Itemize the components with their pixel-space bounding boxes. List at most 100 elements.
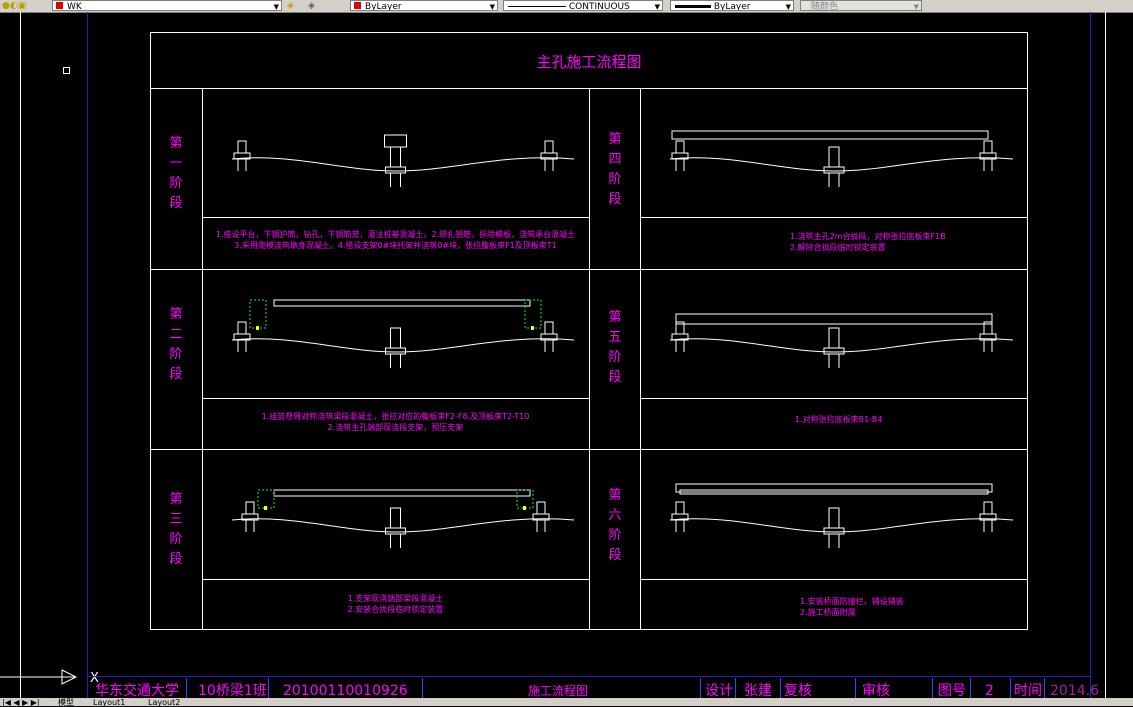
drawing-name: 施工流程图: [528, 684, 589, 698]
stage-label: 第一阶段: [169, 136, 183, 211]
abutment-cap: [671, 152, 689, 160]
note-divider: [640, 217, 1028, 218]
color-value: ByLayer: [365, 2, 402, 11]
bridge-deck: [675, 313, 993, 325]
pile-cap: [823, 347, 845, 355]
layer-previous-icon[interactable]: ◈: [308, 1, 315, 11]
stage-6-drawing: [669, 483, 1014, 548]
title-block-divider: [855, 678, 856, 700]
stage-notes: 1.搭设平台，下钢护筒，钻孔，下钢筋笼，灌注桩基混凝土。2.绑扎钢筋，拆除模板，…: [202, 229, 589, 251]
paper-border-left: [20, 12, 21, 698]
pier-column: [390, 507, 401, 529]
make-current-layer-icon[interactable]: ◈: [287, 1, 294, 11]
ground-line: [231, 518, 575, 533]
note-line: 2.解除合拢段临时锁定装置: [790, 243, 886, 252]
stage-notes: 1.浇筑主孔2m合拢段，对称张拉底板束F1B 2.解除合拢段临时锁定装置: [790, 231, 946, 253]
ucs-icon: X: [0, 669, 99, 686]
student-id: 20100110010926: [283, 683, 408, 699]
stage-5-drawing: [669, 313, 1014, 368]
chevron-down-icon: ▼: [273, 3, 279, 11]
abutment: [536, 501, 546, 515]
pile-cap: [385, 166, 406, 174]
abutment-cap: [671, 333, 689, 341]
tab-layout2[interactable]: Layout2: [148, 698, 181, 707]
chevron-down-icon: ▼: [654, 3, 660, 11]
class-name: 10桥梁1班: [198, 683, 267, 699]
linetype-dropdown[interactable]: CONTINUOUS ▼: [503, 0, 663, 11]
stage-4-drawing: [669, 130, 1014, 187]
title-block-divider: [932, 678, 933, 700]
abutment-cap: [979, 152, 997, 160]
layer-color-swatch: [56, 2, 63, 9]
layer-dropdown[interactable]: WK ▼: [52, 0, 282, 11]
abutment-cap: [241, 513, 259, 521]
pier-column: [390, 327, 401, 349]
bridge-deck: [273, 489, 531, 497]
bridge-deck: [671, 130, 989, 140]
abutment: [237, 140, 247, 154]
abutment: [245, 501, 255, 515]
stage-label: 第六阶段: [608, 488, 622, 563]
tab-model[interactable]: 模型: [58, 698, 74, 707]
note-line: 2.安装合拢段临时锁定装置: [347, 605, 444, 614]
abutment: [983, 501, 993, 515]
linetype-sample: [508, 6, 566, 7]
abutment: [237, 321, 247, 335]
chevron-down-icon: ▼: [913, 3, 919, 11]
color-dropdown[interactable]: ByLayer ▼: [350, 0, 498, 11]
plot-style-value: 随颜色: [811, 2, 839, 11]
figure-no-label: 图号: [938, 683, 966, 699]
bridge-deck: [273, 299, 531, 307]
column-divider: [202, 88, 203, 630]
bridge-deck-lower: [679, 489, 989, 495]
note-line: 1.对称张拉底板束B1-B4: [795, 415, 883, 424]
abutment-cap: [979, 333, 997, 341]
pile-cap: [385, 347, 406, 355]
stage-notes: 1.支架现浇端部梁段混凝土 2.安装合拢段临时锁定装置: [202, 593, 589, 615]
ground-line: [669, 157, 1014, 172]
temporary-lock: [531, 326, 534, 330]
note-line: 1.安装桥面防撞栏，铺设铺装: [800, 597, 904, 606]
stage-2-drawing: [231, 299, 575, 368]
pier-top-block: [384, 134, 407, 148]
note-line: 2.浇筑主孔端部现浇段支架，预压支架: [327, 423, 464, 432]
column-divider: [589, 88, 590, 630]
tab-nav-arrows[interactable]: |◀ ◀ ▶ ▶|: [2, 698, 40, 707]
layout-tabs-bar: |◀ ◀ ▶ ▶| 模型 Layout1 Layout2: [0, 698, 1133, 707]
stage-label: 第三阶段: [169, 492, 183, 567]
chevron-down-icon: ▼: [489, 3, 495, 11]
abutment: [983, 140, 993, 154]
pier-column: [828, 327, 840, 349]
plot-style-dropdown[interactable]: 随颜色 ▼: [800, 0, 922, 11]
chevron-down-icon: ▼: [785, 3, 791, 11]
color-swatch: [354, 2, 361, 9]
properties-toolbar: ●◐▣ WK ▼ ◈ ◈ ByLayer ▼ CONTINUOUS ▼ ByLa…: [0, 0, 1133, 13]
falsework-support: [249, 299, 267, 329]
pier-column: [828, 507, 840, 529]
school-name: 华东交通大学: [95, 683, 179, 699]
svg-text:X: X: [90, 671, 99, 686]
abutment-cap: [979, 513, 997, 521]
title-block-divider: [700, 678, 701, 700]
drawing-title: 主孔施工流程图: [536, 53, 642, 71]
title-block-divider: [1044, 678, 1045, 700]
abutment-cap: [532, 513, 550, 521]
falsework-support: [524, 299, 542, 329]
title-block-divider: [422, 678, 423, 700]
note-divider: [640, 398, 1028, 399]
bridge-deck: [675, 483, 993, 493]
grip-point[interactable]: [63, 67, 70, 74]
note-line: 3.采用爬模浇筑墩身混凝土。4.搭设支架0#块托架并浇筑0#块，张拉腹板束F1及…: [234, 241, 557, 250]
title-block-divider: [268, 678, 269, 700]
column-divider: [640, 88, 641, 630]
ground-line: [669, 338, 1014, 353]
pile-cap: [385, 527, 406, 535]
tab-layout1[interactable]: Layout1: [93, 698, 126, 707]
layer-state-icons[interactable]: ●◐▣: [2, 1, 27, 11]
layer-name: WK: [67, 2, 82, 11]
lineweight-dropdown[interactable]: ByLayer ▼: [670, 0, 794, 11]
title-block-divider: [735, 678, 736, 700]
note-line: 1.挂篮悬臂对称浇筑梁段混凝土，张拉对应的腹板束F2-F8,及顶板束T2-T10: [261, 412, 530, 421]
pile-cap: [823, 166, 845, 174]
stage-notes: 1.安装桥面防撞栏，铺设铺装 2.施工桥面附属: [800, 596, 904, 618]
